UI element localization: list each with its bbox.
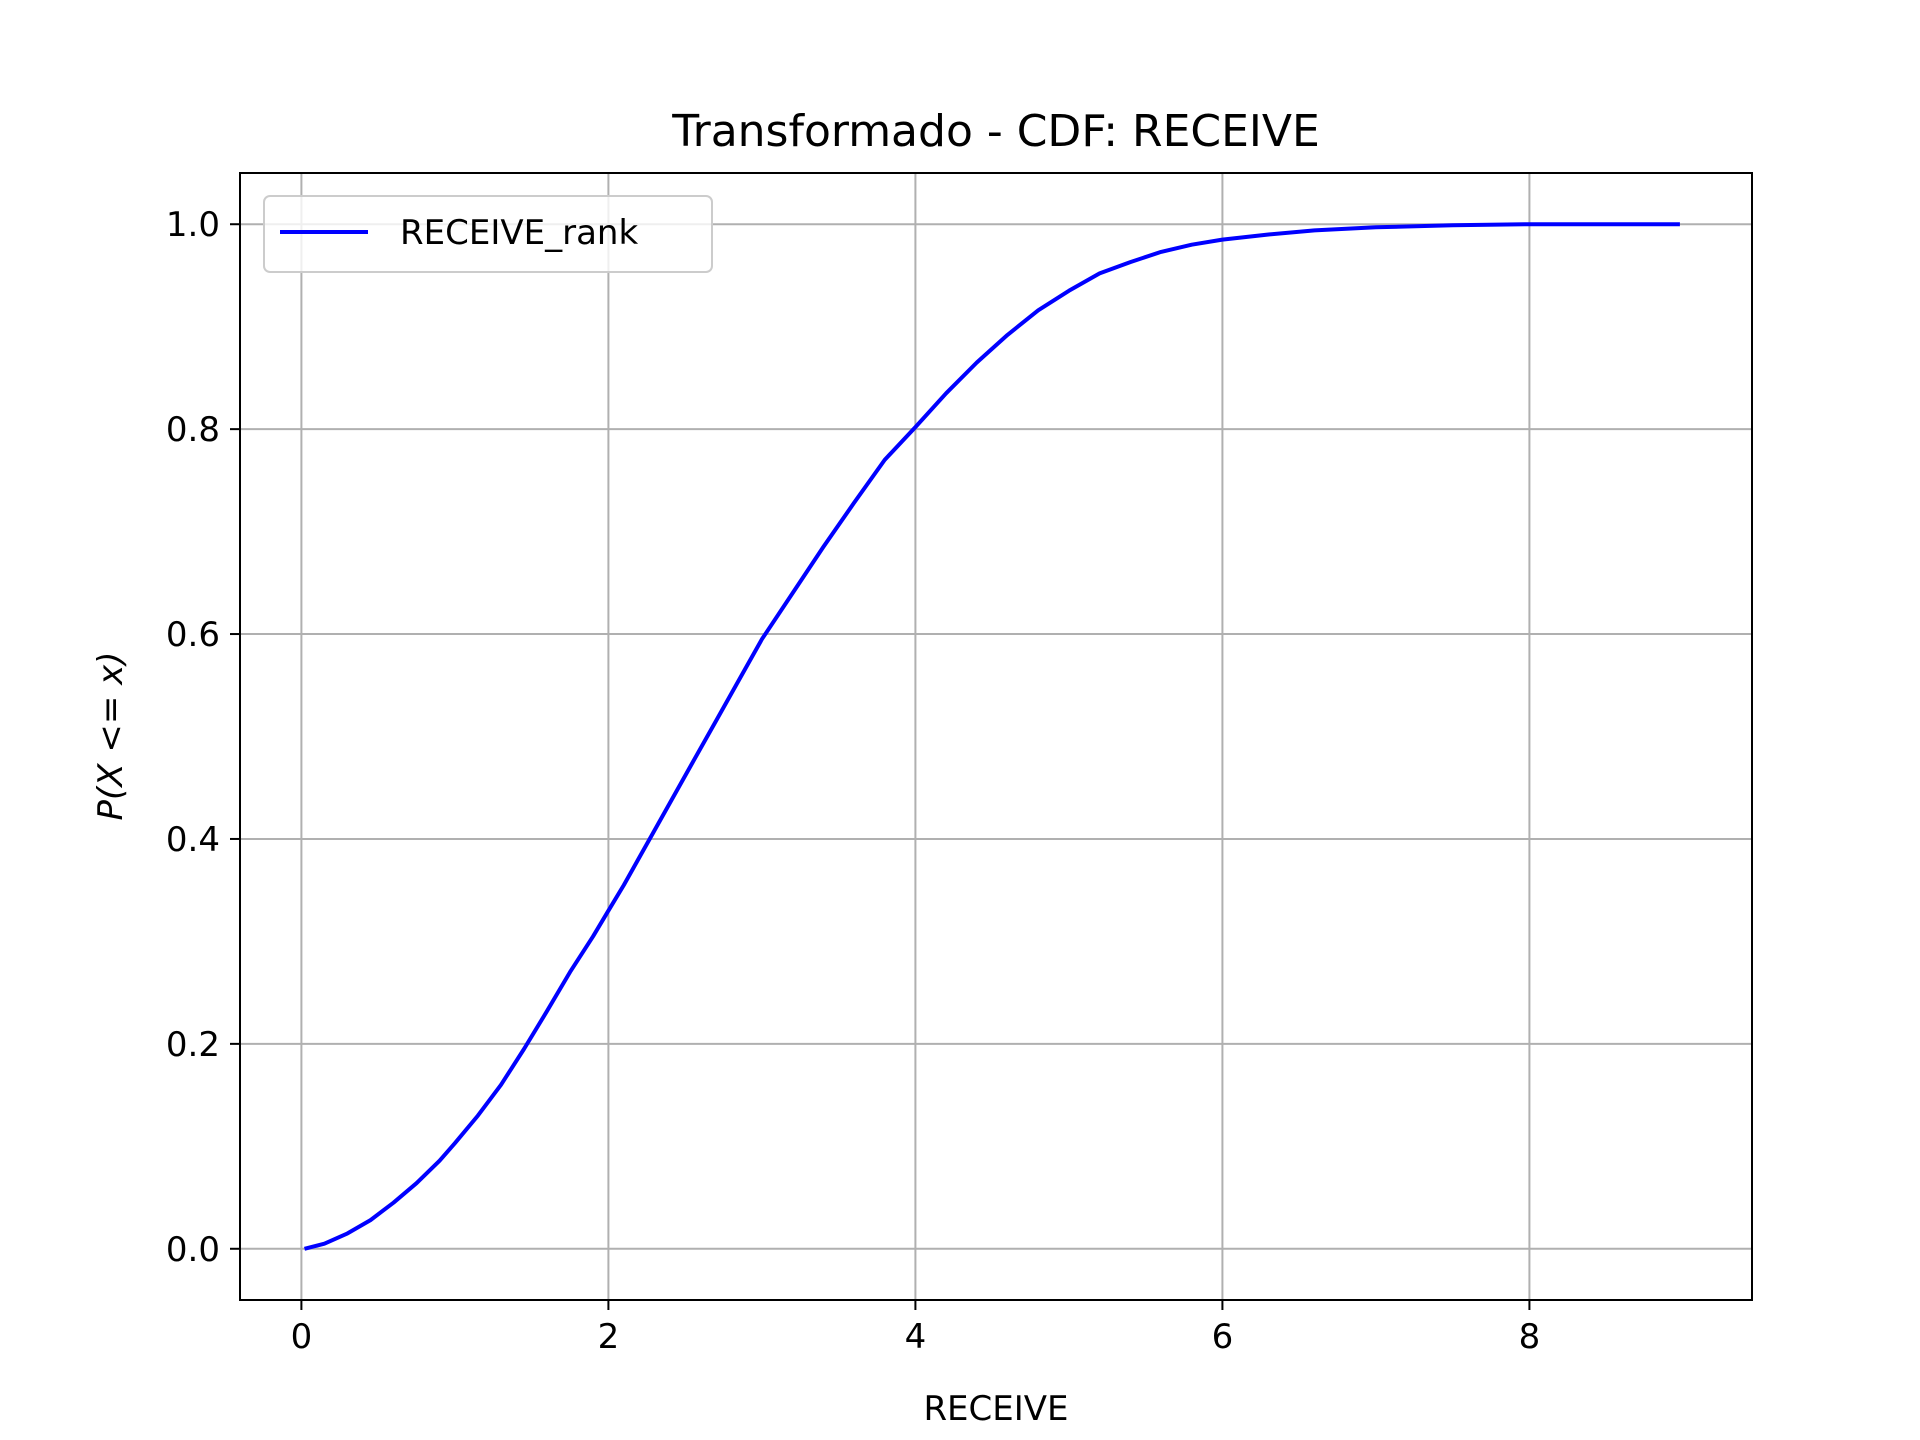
legend: RECEIVE_rank xyxy=(263,195,713,273)
axis-ticks: 0 2 4 6 8 0.0 0.2 0.4 0.6 0.8 1.0 xyxy=(166,205,1540,1357)
x-tick-label: 2 xyxy=(598,1317,620,1357)
y-tick-label: 0.8 xyxy=(166,410,220,450)
legend-label: RECEIVE_rank xyxy=(400,213,638,253)
x-tick-label: 4 xyxy=(905,1317,927,1357)
axes-frame xyxy=(239,172,1753,1301)
legend-box xyxy=(263,195,713,273)
x-tick-label: 0 xyxy=(291,1317,313,1357)
x-axis-label: RECEIVE xyxy=(923,1389,1068,1429)
x-tick-label: 8 xyxy=(1519,1317,1541,1357)
chart-title: Transformado - CDF: RECEIVE xyxy=(671,106,1320,157)
y-tick-label: 0.0 xyxy=(166,1230,220,1270)
y-tick-label: 1.0 xyxy=(166,205,220,245)
y-axis-label: P(X <= x) xyxy=(91,651,131,820)
series-line-RECEIVE_rank xyxy=(304,222,1680,1251)
x-tick-label: 6 xyxy=(1212,1317,1234,1357)
y-tick-label: 0.6 xyxy=(166,615,220,655)
y-tick-label: 0.2 xyxy=(166,1025,220,1065)
plot-area xyxy=(304,222,1680,1251)
y-tick-label: 0.4 xyxy=(166,820,220,860)
